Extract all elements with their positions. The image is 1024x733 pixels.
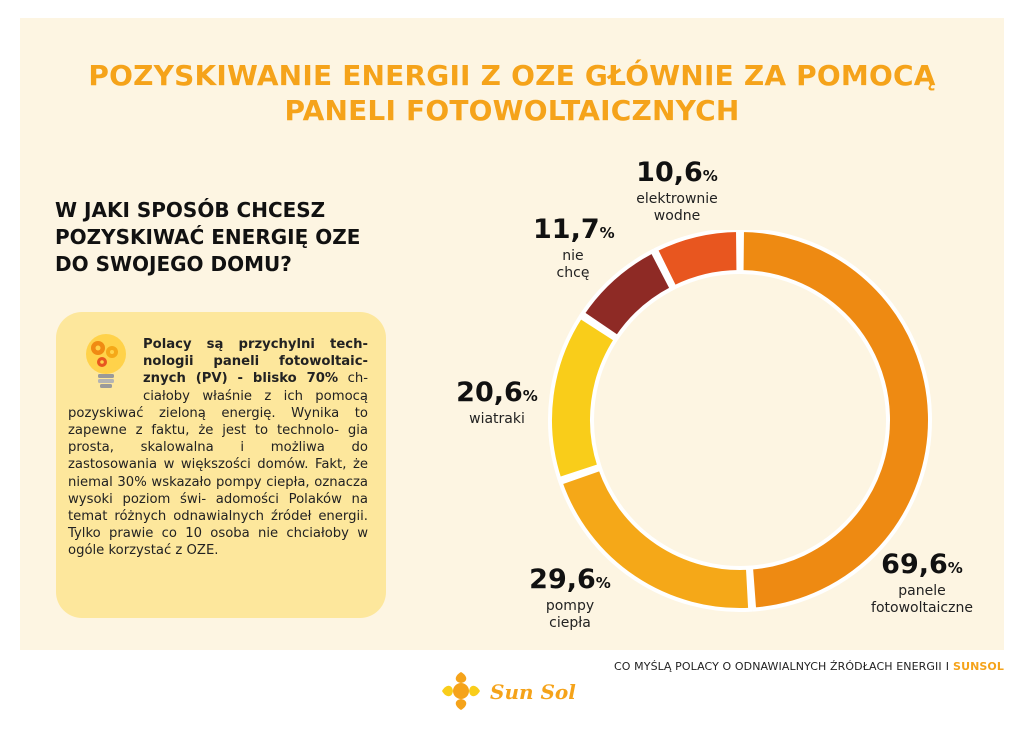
icon-spacer bbox=[68, 336, 143, 391]
footer-separator: I bbox=[945, 660, 950, 673]
cat-panele-fotowoltaiczne-1: panele bbox=[898, 583, 946, 599]
sunsol-logo-icon bbox=[442, 672, 480, 710]
donut-slice-elektrownie-wodne bbox=[653, 230, 741, 290]
question-line-3: DO SWOJEGO DOMU? bbox=[55, 252, 292, 276]
label-wiatraki: 20,6% wiatraki bbox=[452, 378, 542, 428]
pct-nie-chce: 11,7% bbox=[533, 214, 615, 245]
pct-panele-fotowoltaiczne: 69,6% bbox=[881, 549, 963, 580]
donut-chart bbox=[548, 230, 933, 612]
pct-pompy-ciepla: 29,6% bbox=[529, 564, 611, 595]
title-line-2: PANELI FOTOWOLTAICZNYCH bbox=[284, 94, 740, 127]
question-line-1: W JAKI SPOSÓB CHCESZ bbox=[55, 198, 326, 222]
donut-slice-wiatraki bbox=[548, 314, 619, 482]
info-text: Polacy są przychylni tech- nologii panel… bbox=[68, 336, 368, 560]
label-elektrownie-wodne: 10,6% elektrownie wodne bbox=[632, 158, 722, 225]
page-title: POZYSKIWANIE ENERGII Z OZE GŁÓWNIE ZA PO… bbox=[60, 58, 964, 128]
label-pompy-ciepla: 29,6% pompy ciepła bbox=[525, 565, 615, 632]
info-body-text: ch- ciałoby właśnie z ich pomocą pozyski… bbox=[68, 371, 369, 559]
donut-slice-nie-chcę bbox=[579, 248, 675, 340]
donut-slice-panele-fotowoltaiczne bbox=[739, 230, 933, 612]
cat-nie-chce-1: nie bbox=[562, 248, 584, 264]
info-bold-text: Polacy są przychylni tech- nologii panel… bbox=[143, 337, 368, 387]
cat-nie-chce-2: chcę bbox=[556, 265, 590, 281]
cat-elektrownie-wodne-2: wodne bbox=[653, 208, 701, 224]
pct-elektrownie-wodne: 10,6% bbox=[636, 157, 718, 188]
lightbulb-gears-icon bbox=[86, 334, 126, 388]
question-line-2: POZYSKIWAĆ ENERGIĘ OZE bbox=[55, 225, 361, 249]
cat-pompy-ciepla-1: pompy bbox=[545, 598, 595, 614]
pct-wiatraki: 20,6% bbox=[456, 377, 538, 408]
cat-elektrownie-wodne-1: elektrownie bbox=[636, 191, 718, 207]
label-nie-chce: 11,7% nie chcę bbox=[533, 214, 615, 282]
label-panele-fotowoltaiczne: 69,6% panele fotowoltaiczne bbox=[862, 550, 982, 617]
sunsol-logo-text: Sun Sol bbox=[490, 680, 576, 704]
footer-caption: CO MYŚLĄ POLACY O ODNAWIALNYCH ŹRÓDŁACH … bbox=[560, 660, 1004, 673]
cat-panele-fotowoltaiczne-2: fotowoltaiczne bbox=[871, 600, 973, 616]
footer-text: CO MYŚLĄ POLACY O ODNAWIALNYCH ŹRÓDŁACH … bbox=[614, 660, 942, 673]
cat-pompy-ciepla-2: ciepła bbox=[549, 615, 591, 631]
donut-slice-pompy-ciepła bbox=[558, 466, 753, 612]
title-line-1: POZYSKIWANIE ENERGII Z OZE GŁÓWNIE ZA PO… bbox=[88, 59, 936, 92]
survey-question: W JAKI SPOSÓB CHCESZ POZYSKIWAĆ ENERGIĘ … bbox=[55, 197, 385, 278]
cat-wiatraki: wiatraki bbox=[469, 411, 525, 427]
footer-brand: SUNSOL bbox=[953, 660, 1004, 673]
